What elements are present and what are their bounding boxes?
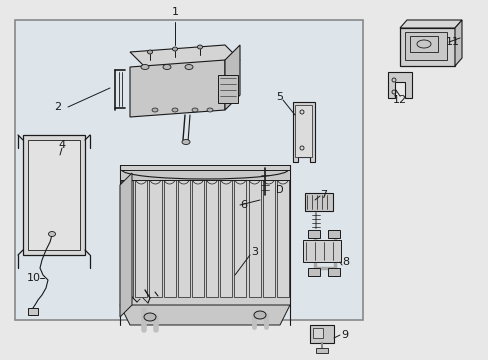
- Text: 3: 3: [251, 247, 258, 257]
- Bar: [404, 32, 446, 60]
- Text: 4: 4: [59, 140, 65, 150]
- Ellipse shape: [184, 64, 193, 69]
- Text: 7: 7: [320, 190, 327, 200]
- Bar: [28, 140, 80, 250]
- Polygon shape: [120, 173, 132, 317]
- Ellipse shape: [141, 64, 149, 69]
- Bar: [177, 177, 189, 297]
- Polygon shape: [454, 20, 461, 66]
- Ellipse shape: [48, 231, 55, 237]
- Text: 5: 5: [276, 92, 283, 102]
- Bar: [120, 170, 289, 180]
- Text: 12: 12: [392, 95, 406, 105]
- Polygon shape: [224, 45, 240, 110]
- Polygon shape: [399, 20, 461, 28]
- Bar: [135, 177, 147, 297]
- Bar: [218, 75, 238, 103]
- Bar: [307, 230, 319, 238]
- Text: 6: 6: [240, 200, 247, 210]
- Polygon shape: [120, 165, 289, 305]
- Bar: [399, 28, 454, 66]
- Ellipse shape: [152, 108, 158, 112]
- Bar: [191, 177, 203, 297]
- Bar: [327, 268, 339, 276]
- Text: 11: 11: [445, 37, 459, 47]
- Ellipse shape: [192, 108, 198, 112]
- Ellipse shape: [197, 45, 202, 49]
- Bar: [28, 308, 38, 315]
- Ellipse shape: [147, 50, 152, 54]
- Bar: [276, 177, 288, 297]
- Ellipse shape: [253, 311, 265, 319]
- Polygon shape: [130, 60, 224, 117]
- Bar: [234, 177, 246, 297]
- Text: 1: 1: [171, 7, 178, 17]
- Bar: [23, 135, 85, 255]
- Polygon shape: [130, 45, 240, 67]
- Ellipse shape: [206, 108, 213, 112]
- Polygon shape: [292, 102, 314, 162]
- Bar: [15, 20, 362, 320]
- Polygon shape: [120, 305, 289, 325]
- Text: D: D: [276, 185, 283, 195]
- Bar: [220, 177, 232, 297]
- Bar: [307, 268, 319, 276]
- Ellipse shape: [172, 108, 178, 112]
- Polygon shape: [387, 72, 411, 98]
- Text: 10: 10: [27, 273, 41, 283]
- Ellipse shape: [163, 64, 171, 69]
- Bar: [248, 177, 260, 297]
- Bar: [262, 177, 274, 297]
- Bar: [409, 36, 437, 52]
- Bar: [303, 240, 340, 262]
- Bar: [205, 177, 218, 297]
- Text: 8: 8: [342, 257, 349, 267]
- Bar: [327, 230, 339, 238]
- Ellipse shape: [182, 140, 190, 144]
- Bar: [309, 325, 333, 343]
- Ellipse shape: [172, 47, 177, 51]
- Bar: [312, 328, 323, 338]
- Bar: [163, 177, 175, 297]
- Ellipse shape: [143, 313, 156, 321]
- Text: 9: 9: [341, 330, 348, 340]
- Bar: [305, 193, 332, 211]
- Bar: [121, 177, 133, 297]
- Bar: [294, 105, 311, 157]
- Text: 2: 2: [54, 102, 61, 112]
- Bar: [315, 348, 327, 353]
- Bar: [149, 177, 161, 297]
